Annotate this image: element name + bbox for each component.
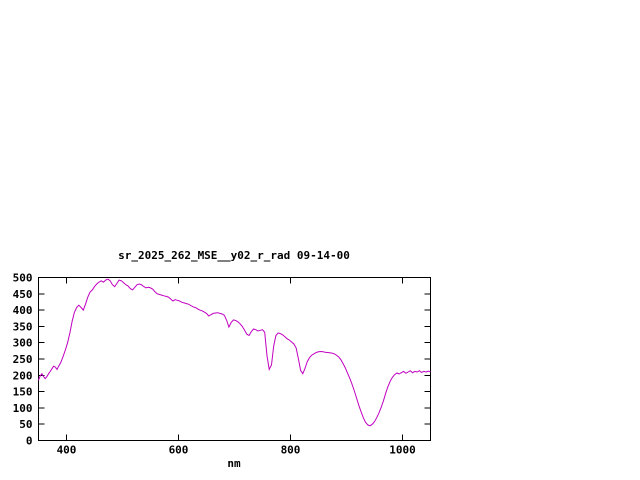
plot-border	[38, 277, 431, 441]
chart-title: sr_2025_262_MSE__y02_r_rad 09-14-00	[118, 249, 350, 262]
y-tick-label: 50	[19, 418, 32, 431]
y-tick-label: 450	[13, 288, 33, 301]
y-tick-label: 100	[13, 402, 33, 415]
data-line	[38, 278, 431, 427]
x-tick-label: 800	[281, 444, 301, 457]
x-axis-label: nm	[227, 457, 241, 470]
y-tick-label: 0	[26, 435, 33, 448]
x-tick-label: 600	[169, 444, 189, 457]
y-tick-label: 250	[13, 353, 33, 366]
y-tick-label: 150	[13, 386, 33, 399]
y-tick-label: 200	[13, 369, 33, 382]
x-tick-label: 1000	[389, 444, 416, 457]
x-tick-label: 400	[57, 444, 77, 457]
y-tick-label: 300	[13, 337, 33, 350]
y-tick-label: 500	[13, 272, 33, 285]
y-tick-label: 350	[13, 320, 33, 333]
y-tick-label: 400	[13, 304, 33, 317]
